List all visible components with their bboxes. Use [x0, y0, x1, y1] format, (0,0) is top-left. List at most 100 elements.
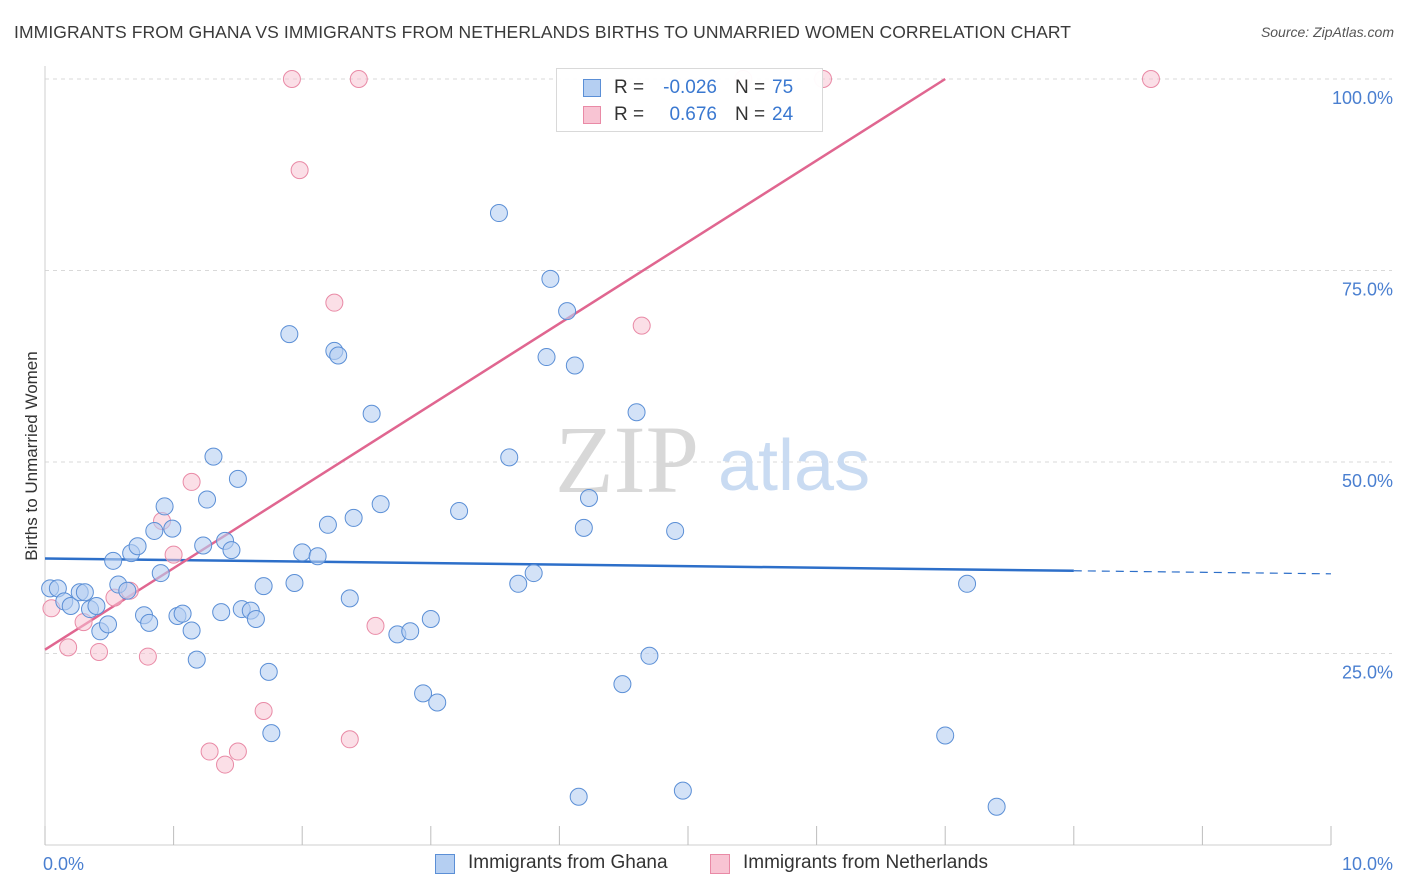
netherlands-point	[182, 472, 201, 491]
netherlands-point	[216, 755, 235, 774]
ghana-point	[558, 302, 577, 321]
netherlands-point	[340, 730, 359, 749]
axes	[44, 66, 1332, 846]
n-value: 75	[772, 77, 794, 98]
ghana-point	[489, 204, 508, 223]
netherlands-point	[228, 742, 247, 761]
ghana-point	[155, 497, 174, 516]
netherlands-trend-line	[44, 77, 946, 651]
netherlands-point	[1141, 70, 1160, 88]
ghana-point	[173, 604, 192, 623]
stats-row-ghana: R = -0.026 N = 75	[557, 75, 822, 101]
netherlands-point	[325, 293, 344, 312]
y-tick-label: 50.0%	[1342, 471, 1393, 491]
ghana-point	[104, 551, 123, 570]
ghana-point	[541, 269, 560, 288]
ghana-point	[569, 787, 588, 806]
netherlands-point	[349, 70, 368, 88]
ghana-point	[936, 726, 955, 745]
watermark-atlas: atlas	[718, 426, 870, 506]
ghana-trend-line	[44, 557, 1074, 573]
n-value: 24	[772, 104, 794, 125]
ghana-point	[87, 597, 106, 616]
ghana-point	[524, 564, 543, 583]
ghana-point	[537, 348, 556, 367]
netherlands-point	[90, 642, 109, 661]
x-tick-label: 0.0%	[43, 854, 84, 874]
ghana-point	[285, 574, 304, 593]
ghana-point	[371, 495, 390, 514]
ghana-point	[61, 597, 80, 616]
ghana-point	[99, 615, 118, 634]
stats-row-netherlands: R = 0.676 N = 24	[557, 102, 822, 128]
ghana-point	[340, 589, 359, 608]
r-label: R =	[614, 104, 645, 125]
ghana-point	[318, 515, 337, 534]
ghana-trend-extension	[1073, 570, 1332, 575]
gridlines	[45, 78, 1392, 654]
r-value: -0.026	[663, 77, 717, 98]
ghana-point	[958, 574, 977, 593]
r-label: R =	[614, 77, 645, 98]
tick-labels: 25.0% 50.0% 75.0% 100.0% 0.0% 10.0%	[43, 88, 1393, 874]
ghana-point	[565, 356, 584, 375]
ghana-point	[293, 543, 312, 562]
ghana-point	[673, 781, 692, 800]
ghana-point	[228, 469, 247, 488]
netherlands-point	[200, 742, 219, 761]
chart-title: IMMIGRANTS FROM GHANA VS IMMIGRANTS FROM…	[14, 22, 1072, 42]
ghana-point	[182, 621, 201, 640]
ghana-point	[509, 574, 528, 593]
netherlands-swatch	[583, 106, 601, 124]
ghana-point	[140, 613, 159, 632]
ghana-point	[450, 502, 469, 521]
netherlands-point	[366, 616, 385, 635]
ghana-point	[254, 577, 273, 596]
netherlands-point	[632, 316, 651, 335]
ghana-point	[259, 662, 278, 681]
ghana-point	[187, 650, 206, 669]
netherlands-point	[164, 545, 183, 564]
ghana-point	[640, 646, 659, 665]
y-tick-label: 75.0%	[1342, 280, 1393, 300]
ghana-point	[362, 404, 381, 423]
netherlands-point	[282, 70, 301, 88]
legend-ghana-swatch	[435, 854, 455, 874]
ghana-point	[246, 610, 265, 629]
watermark-zip: ZIP	[555, 406, 699, 513]
ghana-point	[666, 521, 685, 540]
ghana-point	[414, 684, 433, 703]
ghana-point	[308, 547, 327, 566]
ghana-point	[329, 346, 348, 365]
netherlands-point	[138, 647, 157, 666]
data-points	[41, 70, 1160, 816]
ghana-point	[500, 448, 519, 467]
ghana-point	[128, 537, 147, 556]
legend-netherlands-swatch	[710, 854, 730, 874]
ghana-point	[401, 622, 420, 641]
ghana-point	[198, 490, 217, 509]
y-tick-label: 100.0%	[1332, 88, 1393, 108]
ghana-point	[280, 325, 299, 344]
stats-box: R = -0.026 N = 75 R = 0.676 N = 24	[556, 68, 823, 132]
netherlands-point	[59, 638, 78, 657]
ghana-swatch	[583, 79, 601, 97]
n-label: N =	[735, 104, 766, 125]
ghana-point	[262, 724, 281, 743]
ghana-point	[627, 403, 646, 422]
ghana-point	[987, 797, 1006, 816]
legend-ghana-label: Immigrants from Ghana	[468, 852, 668, 873]
ghana-point	[75, 583, 94, 602]
x-tick-label: 10.0%	[1342, 854, 1393, 874]
trend-lines	[44, 77, 1332, 651]
y-tick-label: 25.0%	[1342, 663, 1393, 683]
ghana-point	[574, 518, 593, 537]
ghana-point	[145, 521, 164, 540]
r-value: 0.676	[669, 104, 717, 125]
ghana-point	[579, 489, 598, 508]
ghana-point	[344, 508, 363, 527]
ghana-point	[194, 536, 213, 555]
ghana-point	[428, 693, 447, 712]
netherlands-point	[290, 161, 309, 180]
